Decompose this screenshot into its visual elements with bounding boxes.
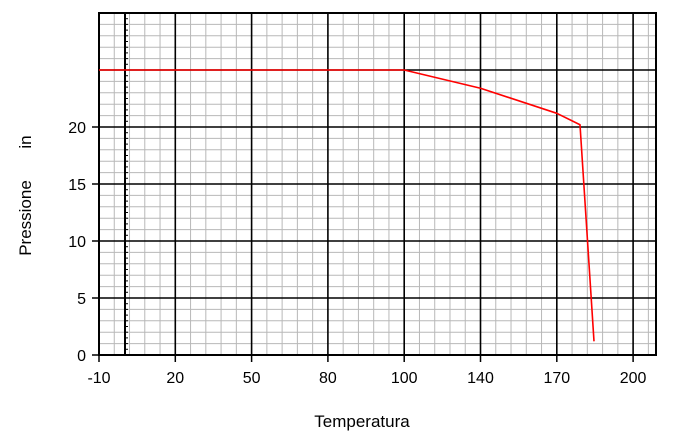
y-axis-unit: in (16, 135, 35, 148)
y-tick-label: 20 (68, 120, 86, 137)
y-tick-label: 15 (68, 177, 86, 194)
x-tick-label: 170 (543, 370, 570, 387)
x-tick-label: 200 (620, 370, 647, 387)
x-tick-label: -10 (87, 370, 110, 387)
y-axis-title: Pressione (16, 180, 35, 256)
x-axis-title: Temperatura (314, 412, 410, 431)
x-tick-label: 140 (467, 370, 494, 387)
x-tick-label: 20 (166, 370, 184, 387)
y-tick-label: 10 (68, 234, 86, 251)
x-tick-label: 80 (319, 370, 337, 387)
series-line (99, 69, 595, 342)
y-tick-label: 0 (77, 348, 86, 365)
x-tick-label: 100 (391, 370, 418, 387)
series-layer (99, 69, 595, 342)
y-tick-label: 5 (77, 291, 86, 308)
x-tick-label: 50 (243, 370, 261, 387)
tick-labels: -10 20 50 80 100 140 170 200 0 5 10 15 20 (68, 120, 646, 387)
